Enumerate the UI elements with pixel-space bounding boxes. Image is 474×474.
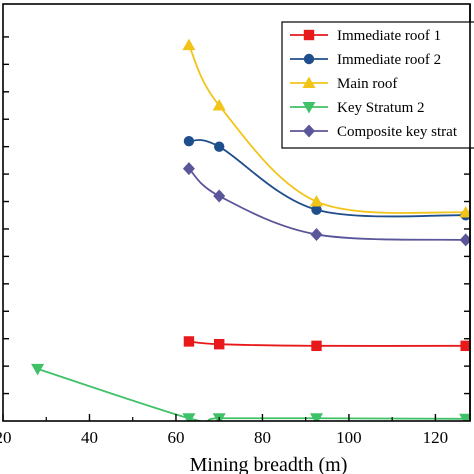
- series-4: [31, 363, 470, 421]
- data-point: [309, 195, 323, 207]
- data-point: [459, 413, 470, 421]
- series-line: [188, 167, 466, 241]
- legend-items: Immediate roof 1 Immediate roof 2 Main roo…: [290, 28, 458, 140]
- data-point: [183, 135, 195, 147]
- legend-marker: [302, 76, 316, 88]
- x-tick-label: 120: [423, 428, 449, 447]
- legend-label: Immediate roof 1: [337, 28, 441, 44]
- data-point: [182, 413, 196, 421]
- data-point: [309, 413, 323, 421]
- data-point: [183, 336, 195, 347]
- series-3: [182, 38, 470, 218]
- data-point: [311, 204, 322, 215]
- series-5: [182, 162, 470, 247]
- x-axis-title: Mining breadth (m): [190, 454, 348, 474]
- x-tick-label: 40: [81, 428, 98, 447]
- data-point: [459, 206, 470, 218]
- legend-item: Main roof: [290, 76, 397, 92]
- series-2: [183, 135, 470, 221]
- series-line: [188, 340, 466, 347]
- legend-marker: [303, 124, 315, 138]
- series-layer: [31, 38, 470, 421]
- legend-marker: [302, 102, 316, 114]
- legend-item: Key Stratum 2: [290, 100, 425, 116]
- data-point: [213, 189, 226, 203]
- axis-layer: 20 40 60 80 100 120: [0, 36, 470, 447]
- legend-label: Immediate roof 2: [337, 52, 441, 68]
- x-tick-label: 100: [336, 428, 362, 447]
- x-tick-label: 80: [254, 428, 271, 447]
- data-point: [182, 162, 195, 176]
- data-point: [214, 338, 225, 350]
- legend-label: Composite key strat: [337, 124, 458, 140]
- legend-marker: [303, 53, 315, 65]
- data-point: [182, 38, 196, 51]
- legend-marker: [303, 29, 315, 41]
- x-tick-label: 60: [167, 428, 184, 447]
- series-line: [188, 139, 466, 218]
- legend-box: [281, 21, 474, 149]
- data-point: [460, 340, 470, 352]
- legend: Immediate roof 1 Immediate roof 2 Main roo…: [281, 21, 474, 149]
- legend-label: Key Stratum 2: [337, 100, 425, 116]
- data-point: [459, 233, 470, 247]
- legend-item: Immediate roof 2: [290, 52, 441, 68]
- data-point: [212, 99, 226, 111]
- series-line: [188, 44, 466, 214]
- data-point: [31, 363, 45, 376]
- data-point: [310, 227, 323, 241]
- data-point: [311, 340, 322, 352]
- data-point: [214, 141, 225, 152]
- legend-item: Composite key strat: [290, 124, 458, 140]
- series-1: [183, 336, 470, 352]
- x-tick-label: 20: [0, 428, 12, 447]
- series-line: [37, 368, 466, 421]
- legend-item: Immediate roof 1: [290, 28, 441, 44]
- legend-label: Main roof: [337, 76, 397, 92]
